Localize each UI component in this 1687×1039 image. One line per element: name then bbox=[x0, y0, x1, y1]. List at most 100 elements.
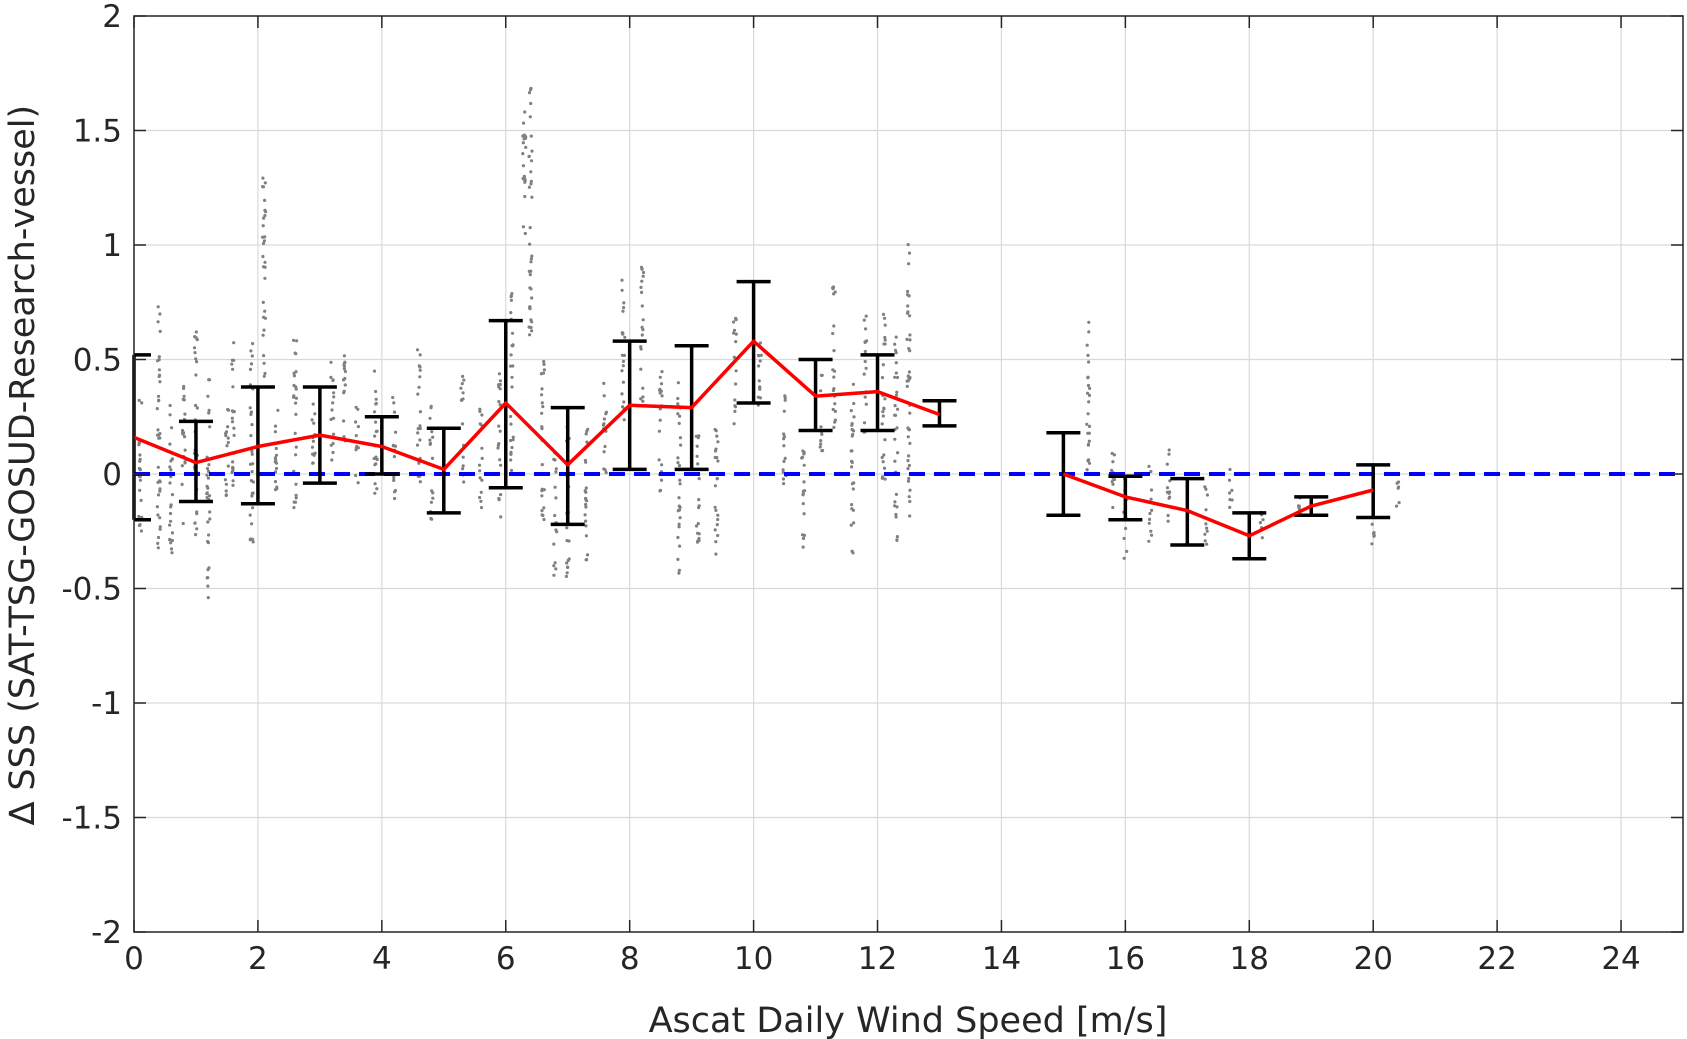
scatter-point bbox=[529, 179, 533, 183]
scatter-point bbox=[564, 574, 569, 579]
scatter-point bbox=[1372, 534, 1376, 538]
scatter-point bbox=[696, 522, 700, 526]
scatter-point bbox=[906, 427, 911, 431]
scatter-point bbox=[881, 460, 885, 464]
scatter-point bbox=[509, 468, 514, 472]
scatter-point bbox=[621, 332, 625, 336]
scatter-point bbox=[195, 527, 199, 531]
scatter-point bbox=[168, 465, 172, 469]
scatter-point bbox=[541, 405, 545, 409]
scatter-point bbox=[1149, 497, 1153, 501]
scatter-point bbox=[354, 473, 358, 478]
scatter-point bbox=[908, 514, 912, 518]
scatter-point bbox=[480, 413, 484, 417]
scatter-point bbox=[138, 453, 142, 457]
scatter-point bbox=[906, 479, 911, 483]
scatter-point bbox=[905, 337, 909, 341]
scatter-point bbox=[782, 409, 786, 413]
scatter-point bbox=[391, 444, 395, 448]
scatter-point bbox=[292, 374, 296, 378]
scatter-point bbox=[155, 505, 159, 509]
scatter-point bbox=[429, 404, 433, 408]
scatter-point bbox=[906, 459, 910, 463]
scatter-point bbox=[677, 525, 681, 529]
scatter-point bbox=[894, 492, 899, 496]
scatter-point bbox=[417, 385, 421, 389]
scatter-point bbox=[157, 368, 161, 372]
scatter-point bbox=[1147, 521, 1151, 525]
scatter-point bbox=[542, 517, 546, 522]
scatter-point bbox=[1086, 443, 1090, 447]
scatter-point bbox=[331, 378, 335, 383]
scatter-point bbox=[713, 484, 718, 488]
scatter-point bbox=[850, 459, 854, 463]
scatter-point bbox=[522, 121, 526, 125]
scatter-point bbox=[250, 449, 254, 453]
scatter-point bbox=[783, 398, 787, 402]
scatter-point bbox=[894, 393, 899, 397]
scatter-point bbox=[510, 385, 514, 389]
scatter-point bbox=[907, 347, 911, 351]
scatter-point bbox=[509, 298, 513, 302]
scatter-point bbox=[678, 414, 682, 418]
scatter-point bbox=[540, 387, 544, 391]
scatter-point bbox=[418, 375, 422, 379]
scatter-point bbox=[850, 507, 854, 511]
scatter-point bbox=[232, 433, 236, 437]
scatter-point bbox=[156, 465, 160, 469]
scatter-point bbox=[231, 479, 235, 483]
scatter-point bbox=[429, 500, 433, 504]
scatter-point bbox=[248, 513, 252, 517]
plot-frame bbox=[133, 15, 1684, 933]
scatter-point bbox=[524, 145, 528, 149]
scatter-point bbox=[552, 542, 556, 546]
scatter-point bbox=[391, 395, 395, 400]
scatter-point bbox=[1396, 480, 1401, 484]
scatter-point bbox=[833, 418, 838, 422]
scatter-point bbox=[261, 300, 265, 304]
scatter-point bbox=[169, 468, 173, 472]
scatter-point bbox=[894, 371, 898, 375]
scatter-point bbox=[479, 490, 483, 494]
scatter-point bbox=[831, 388, 836, 393]
scatter-point bbox=[356, 407, 360, 411]
scatter-point bbox=[527, 185, 532, 189]
scatter-point bbox=[276, 408, 280, 412]
scatter-point bbox=[232, 426, 236, 430]
scatter-point bbox=[677, 522, 681, 526]
scatter-point bbox=[205, 484, 209, 488]
scatter-point bbox=[478, 407, 482, 411]
scatter-point bbox=[783, 456, 787, 460]
scatter-point bbox=[168, 442, 172, 446]
scatter-point bbox=[759, 353, 763, 357]
scatter-point bbox=[158, 436, 162, 440]
scatter-point bbox=[565, 526, 569, 530]
scatter-point bbox=[480, 478, 484, 482]
scatter-point bbox=[294, 493, 298, 497]
scatter-point bbox=[193, 521, 197, 525]
scatter-point bbox=[849, 449, 853, 453]
scatter-point bbox=[1086, 391, 1090, 395]
scatter-point bbox=[820, 373, 824, 377]
scatter-point bbox=[801, 545, 805, 549]
scatter-point bbox=[180, 482, 184, 486]
scatter-point bbox=[250, 470, 254, 474]
scatter-point bbox=[565, 565, 570, 569]
scatter-point bbox=[732, 328, 737, 332]
scatter-point bbox=[818, 445, 822, 449]
scatter-point bbox=[819, 442, 823, 446]
scatter-point bbox=[641, 328, 645, 332]
scatter-point bbox=[716, 440, 720, 444]
scatter-point bbox=[294, 482, 298, 486]
scatter-point bbox=[263, 371, 267, 376]
scatter-point bbox=[883, 323, 887, 327]
scatter-point bbox=[880, 455, 884, 460]
scatter-point bbox=[292, 338, 296, 342]
scatter-point bbox=[158, 487, 162, 491]
scatter-point bbox=[1205, 529, 1209, 533]
scatter-point bbox=[864, 327, 868, 331]
scatter-point bbox=[155, 407, 159, 411]
scatter-point bbox=[418, 438, 422, 442]
scatter-point bbox=[374, 420, 378, 424]
